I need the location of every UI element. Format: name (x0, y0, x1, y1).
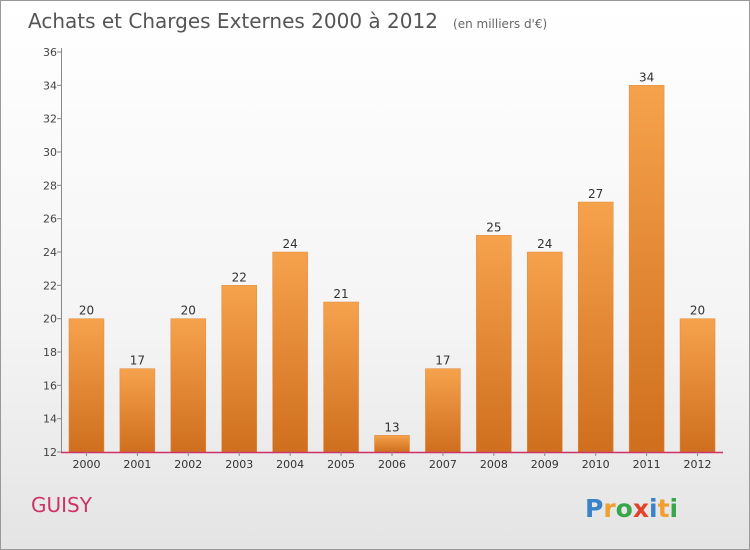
bar-2004 (272, 251, 308, 453)
bar-2001 (119, 368, 156, 453)
data-label-2003: 22 (232, 270, 247, 284)
data-label-2007: 17 (435, 354, 450, 368)
x-tick-label-2012: 2012 (684, 458, 712, 471)
data-label-2009: 24 (537, 237, 552, 251)
bar-2012 (679, 318, 716, 453)
data-label-2011: 34 (639, 70, 654, 84)
y-tick-label: 14 (43, 413, 57, 426)
title-row: Achats et Charges Externes 2000 à 2012 (… (28, 9, 547, 33)
bar-2009 (527, 251, 563, 453)
bar-2003 (221, 285, 257, 453)
chart-title: Achats et Charges Externes 2000 à 2012 (28, 9, 438, 33)
y-tick-label: 32 (43, 113, 57, 126)
x-tick-label-2000: 2000 (72, 458, 100, 471)
bar-2010 (577, 201, 614, 453)
bar-2008 (476, 235, 512, 453)
x-tick-label-2006: 2006 (378, 458, 406, 471)
y-tick-label: 24 (43, 246, 57, 259)
x-tick-label-2009: 2009 (531, 458, 559, 471)
x-tick-label-2001: 2001 (123, 458, 151, 471)
data-label-2002: 20 (181, 304, 196, 318)
data-label-2012: 20 (690, 304, 705, 318)
y-tick-label: 36 (43, 46, 57, 59)
y-tick-label: 22 (43, 279, 57, 292)
x-tick-label-2011: 2011 (633, 458, 661, 471)
y-tick-label: 20 (43, 313, 57, 326)
svg-text:Proxiti: Proxiti (585, 494, 678, 523)
y-tick-label: 26 (43, 213, 57, 226)
x-tick-label-2002: 2002 (174, 458, 202, 471)
x-tick-label-2007: 2007 (429, 458, 457, 471)
data-label-2001: 17 (130, 354, 145, 368)
x-tick-label-2004: 2004 (276, 458, 304, 471)
bar-2002 (170, 318, 207, 453)
y-tick-label: 12 (43, 446, 57, 459)
data-label-2010: 27 (588, 187, 603, 201)
y-tick-label: 28 (43, 179, 57, 192)
y-tick-label: 34 (43, 79, 57, 92)
data-label-2006: 13 (384, 420, 399, 434)
bar-2011 (628, 85, 665, 453)
data-label-2005: 21 (333, 287, 348, 301)
bar-2000 (68, 318, 105, 453)
x-tick-label-2008: 2008 (480, 458, 508, 471)
chart-unit: (en milliers d'€) (453, 17, 548, 31)
x-tick-label-2010: 2010 (582, 458, 610, 471)
x-tick-label-2005: 2005 (327, 458, 355, 471)
data-label-2008: 25 (486, 220, 501, 234)
commune-name: GUISY (31, 493, 92, 517)
bar-2005 (323, 301, 359, 453)
bar-2007 (425, 368, 461, 453)
data-label-2004: 24 (283, 237, 298, 251)
proxiti-logo: Proxiti (585, 494, 678, 523)
bar-2006 (374, 435, 410, 453)
bars-group: 20 17 20 22 24 21 13 17 25 24 27 34 20 (68, 70, 716, 453)
y-tick-label: 18 (43, 346, 57, 359)
y-tick-label: 16 (43, 379, 57, 392)
data-label-2000: 20 (79, 304, 94, 318)
y-tick-label: 30 (43, 146, 57, 159)
x-tick-label-2003: 2003 (225, 458, 253, 471)
